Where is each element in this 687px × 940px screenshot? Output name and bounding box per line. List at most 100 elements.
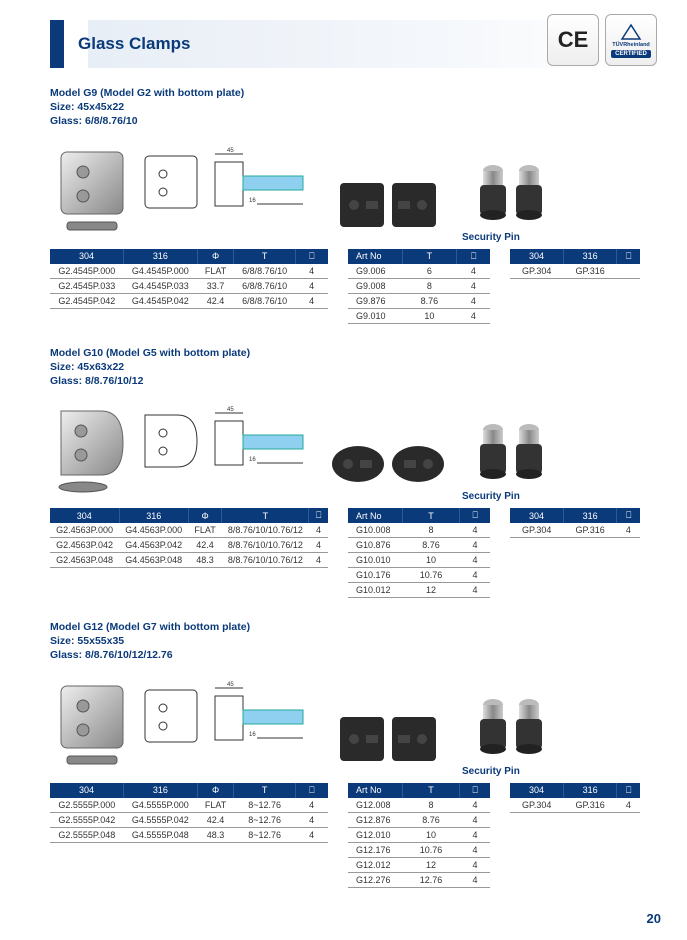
table-row: G2.5555P.000G4.5555P.000FLAT8~12.764 (50, 798, 328, 813)
page-number: 20 (647, 911, 661, 926)
table-cell: G12.012 (348, 857, 402, 872)
table-cell: G4.4545P.033 (124, 278, 198, 293)
gasket-illustration (328, 699, 448, 779)
table-cell: GP.316 (563, 264, 616, 279)
table-cell: FLAT (197, 798, 234, 813)
table-cell: G10.012 (348, 583, 402, 598)
page-title: Glass Clamps (74, 34, 190, 54)
table-header: 316 (563, 783, 616, 798)
table-cell: G12.876 (348, 812, 402, 827)
table-header: ⎕ (460, 508, 490, 523)
model-header: Model G10 (Model G5 with bottom plate) S… (50, 346, 657, 389)
ce-badge: CE (547, 14, 599, 66)
pin-label: Security Pin (456, 491, 520, 502)
tables-row: 304316ΦT ⎕ G2.4563P.000G4.4563P.000FLAT8/8… (50, 508, 657, 598)
table-cell: 4 (460, 857, 490, 872)
table-header: Φ (197, 783, 234, 798)
pin-column: Security Pin (456, 686, 566, 779)
table-row: GP.304GP.316 (510, 264, 640, 279)
clamp-illustration: 45 16 (50, 394, 320, 504)
table-row: G2.5555P.042G4.5555P.04242.48~12.764 (50, 812, 328, 827)
model-glass: Glass: 8/8.76/10/12 (50, 374, 657, 388)
table-header: T (402, 249, 457, 264)
table-cell: 8~12.76 (234, 812, 295, 827)
table-cell: FLAT (188, 523, 222, 538)
table-row: G9.8768.764 (348, 293, 490, 308)
table-cell: G4.4545P.042 (124, 293, 198, 308)
table-row: GP.304GP.3164 (510, 798, 640, 813)
table-cell: 8 (402, 523, 460, 538)
table-cell: 10 (402, 553, 460, 568)
table-cell: 6 (402, 264, 457, 279)
table-cell: G10.176 (348, 568, 402, 583)
table-cell: G4.4563P.000 (119, 523, 188, 538)
product-images-row: 45 16 Security Pin (50, 669, 657, 779)
table-header: T (234, 783, 295, 798)
table-cell: 4 (460, 812, 490, 827)
table-header: Art No (348, 249, 402, 264)
table-row: G12.27612.764 (348, 872, 490, 887)
model-header: Model G12 (Model G7 with bottom plate) S… (50, 620, 657, 663)
table-cell: 4 (457, 278, 490, 293)
main-spec-table: 304316ΦT⎕G2.4563P.000G4.4563P.000FLAT8/8… (50, 508, 328, 568)
table-cell: 12.76 (402, 872, 460, 887)
table-header: Art No (348, 508, 402, 523)
model-title: Model G9 (Model G2 with bottom plate) (50, 86, 657, 100)
svg-text:45: 45 (227, 407, 234, 413)
table-cell: GP.316 (563, 523, 616, 538)
pin-label: Security Pin (456, 232, 520, 243)
table-header: 304 (510, 249, 563, 264)
pin-spec-table: 304316⎕GP.304GP.316 (510, 249, 640, 279)
svg-text:45: 45 (227, 682, 234, 688)
tables-row: 304316ΦT⎕G2.5555P.000G4.5555P.000FLAT8~1… (50, 783, 657, 888)
tuv-badge: TÜVRheinland CERTIFIED (605, 14, 657, 66)
gasket-illustration (328, 165, 448, 245)
table-header: ⎕ (617, 249, 640, 264)
table-header: ⎕ (617, 783, 640, 798)
table-row: G12.010104 (348, 827, 490, 842)
table-cell: 42.4 (197, 812, 234, 827)
table-row: G2.4563P.000G4.4563P.000FLAT8/8.76/10/10… (50, 523, 328, 538)
table-cell: 8 (402, 278, 457, 293)
table-cell: 8~12.76 (234, 798, 295, 813)
gasket-spec-table: Art NoT⎕G12.00884G12.8768.764G12.010104G… (348, 783, 490, 888)
table-cell: G12.010 (348, 827, 402, 842)
model-size: Size: 45x45x22 (50, 100, 657, 114)
model-header: Model G9 (Model G2 with bottom plate) Si… (50, 86, 657, 129)
table-cell: 6/8/8.76/10 (234, 264, 295, 279)
tuv-cert-label: CERTIFIED (611, 50, 651, 58)
model-block-g10: Model G10 (Model G5 with bottom plate) S… (50, 346, 657, 599)
table-header: 316 (563, 249, 616, 264)
table-header: 316 (119, 508, 188, 523)
clamp-illustration: 45 16 (50, 135, 320, 245)
table-cell: 8 (402, 798, 460, 813)
table-header: Φ (188, 508, 222, 523)
table-cell: 4 (460, 553, 490, 568)
table-cell: 4 (460, 872, 490, 887)
table-row: G10.8768.764 (348, 538, 490, 553)
tables-row: 304316ΦT⎕G2.4545P.000G4.4545P.000FLAT6/8… (50, 249, 657, 324)
table-row: G9.010104 (348, 308, 490, 323)
table-cell: 4 (460, 583, 490, 598)
table-row: G9.00664 (348, 264, 490, 279)
table-row: G9.00884 (348, 278, 490, 293)
table-header: 304 (50, 249, 124, 264)
model-glass: Glass: 6/8/8.76/10 (50, 114, 657, 128)
table-header: 316 (124, 249, 198, 264)
table-cell: G9.876 (348, 293, 402, 308)
table-cell: 10 (402, 308, 457, 323)
product-images-row: 45 16 Security Pin (50, 135, 657, 245)
table-header: T (222, 508, 309, 523)
table-cell: G4.5555P.000 (124, 798, 198, 813)
table-header: 304 (50, 508, 119, 523)
model-block-g9: Model G9 (Model G2 with bottom plate) Si… (50, 86, 657, 324)
table-cell: 10.76 (402, 842, 460, 857)
table-cell: 33.7 (197, 278, 234, 293)
clamp-illustration: 45 16 (50, 669, 320, 779)
table-cell: 8/8.76/10/10.76/12 (222, 553, 309, 568)
table-cell: G4.4563P.048 (119, 553, 188, 568)
table-header: ⎕ (457, 249, 490, 264)
table-header: Art No (348, 783, 402, 798)
table-cell: G2.5555P.000 (50, 798, 124, 813)
table-cell: GP.304 (510, 798, 563, 813)
